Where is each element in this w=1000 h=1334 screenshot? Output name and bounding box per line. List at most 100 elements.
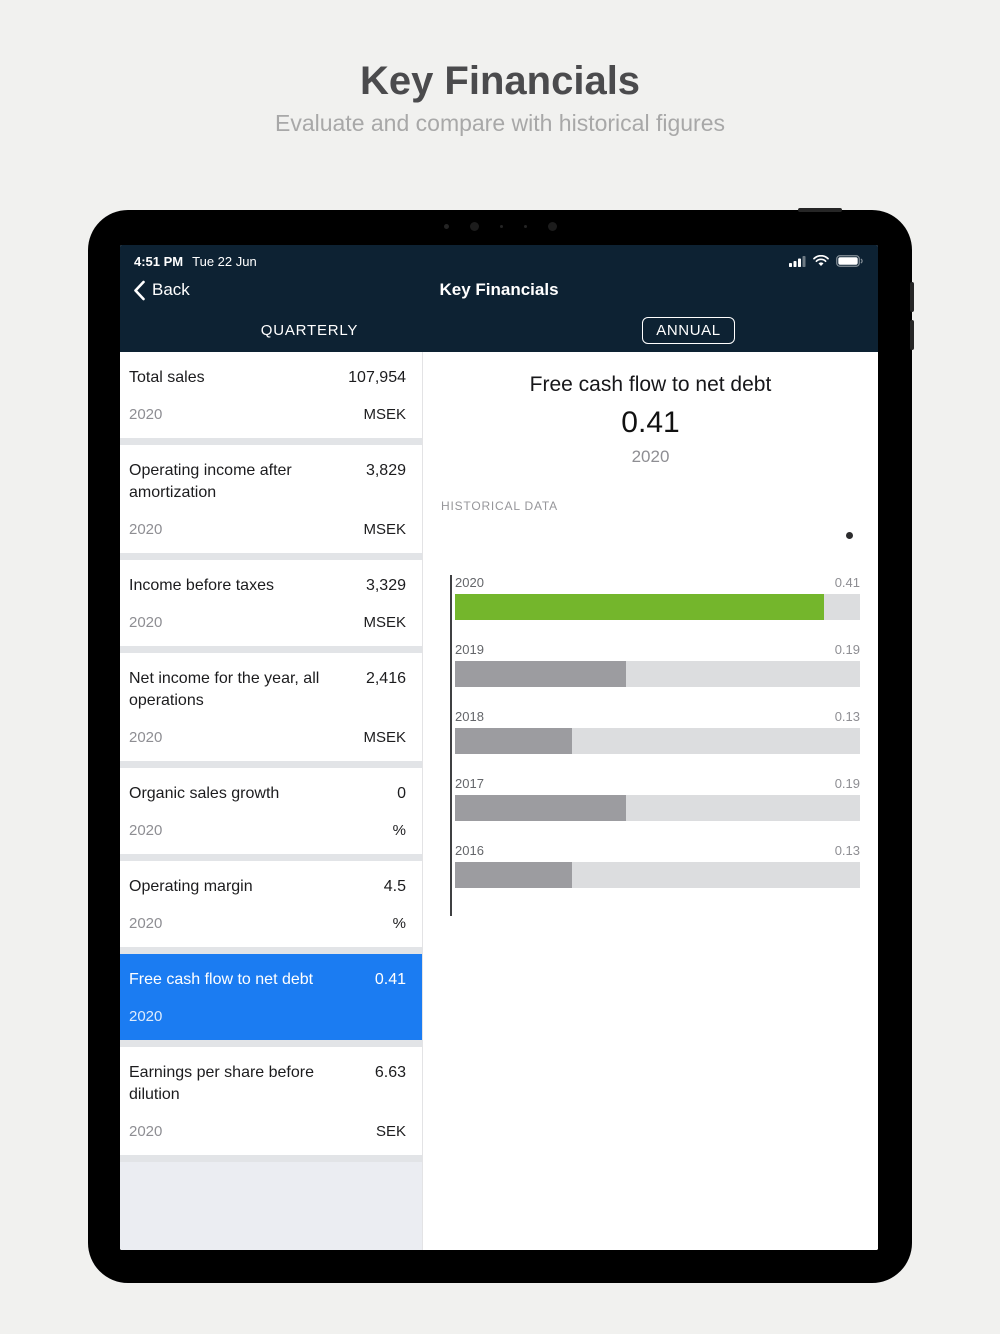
metric-year: 2020 [129, 521, 163, 538]
metric-row-bottom: 2020 MSEK [129, 405, 406, 425]
back-button[interactable]: Back [133, 280, 190, 301]
camera-lens-icon [547, 222, 557, 231]
metric-row-bottom: 2020 MSEK [129, 520, 406, 540]
detail-value: 0.41 [621, 406, 680, 439]
metric-value: 0 [397, 785, 406, 802]
chart-row-head: 2016 0.13 [455, 843, 860, 859]
metric-unit: % [392, 822, 406, 839]
metric-row-bottom: 2020 MSEK [129, 613, 406, 633]
camera-dot-icon [499, 225, 503, 228]
metric-card[interactable]: Free cash flow to net debt 0.41 2020 [120, 954, 422, 1040]
camera-dot-icon [443, 224, 449, 229]
metric-value: 2,416 [365, 670, 406, 687]
metric-unit: % [392, 915, 406, 932]
page-indicator-dot [846, 532, 853, 539]
chart-bar-fill [455, 661, 626, 687]
chart-row: 2020 0.41 [455, 575, 860, 620]
metric-row-top: Operating margin 4.5 [129, 876, 406, 898]
metric-value: 3,829 [365, 462, 406, 479]
chart-row-value: 0.13 [834, 843, 860, 858]
chart-row-value: 0.13 [834, 709, 860, 724]
metric-row-top: Operating income after amortization 3,82… [129, 460, 406, 504]
chart-row-head: 2017 0.19 [455, 776, 860, 792]
back-chevron-icon [134, 280, 145, 300]
chart-row: 2016 0.13 [455, 843, 860, 888]
chart-bar-fill [455, 862, 573, 888]
power-button [798, 208, 842, 212]
metric-year: 2020 [129, 822, 163, 839]
chart-bar-fill [455, 795, 626, 821]
metric-card[interactable]: Net income for the year, all operations … [120, 653, 422, 761]
metric-value: 4.5 [383, 878, 406, 895]
metric-unit: MSEK [363, 521, 406, 538]
chart-bar-track [455, 728, 860, 754]
status-date: Tue 22 Jun [192, 253, 257, 269]
historical-data-label: HISTORICAL DATA [441, 499, 558, 513]
chart-bar-track [455, 594, 860, 620]
cellular-signal-icon [789, 255, 806, 267]
partial-card[interactable] [120, 1162, 422, 1250]
camera-dot-icon [523, 225, 527, 228]
chart-row-value: 0.41 [834, 575, 860, 590]
camera-array [88, 222, 912, 231]
metric-year: 2020 [129, 1123, 163, 1140]
metric-title: Total sales [129, 369, 205, 386]
metric-year: 2020 [129, 1008, 163, 1025]
tab-quarterly[interactable]: QUARTERLY [120, 322, 499, 339]
metric-title: Income before taxes [129, 577, 274, 594]
page-subtitle: Evaluate and compare with historical fig… [274, 110, 725, 136]
chart-bar-fill [455, 594, 824, 620]
camera-lens-icon [469, 222, 479, 231]
metric-row-top: Organic sales growth 0 [129, 783, 406, 805]
detail-title: Free cash flow to net debt [529, 373, 772, 396]
chart-bar-track [455, 661, 860, 687]
app-header: 4:51 PM Tue 22 Jun [120, 245, 878, 352]
metric-row-bottom: 2020 [129, 1007, 406, 1027]
chart-row-year: 2016 [455, 843, 484, 858]
content-area: Total sales 107,954 2020 MSEK Operating … [120, 352, 878, 1250]
status-icons [789, 255, 863, 267]
metric-year: 2020 [129, 614, 163, 631]
detail-panel: Free cash flow to net debt 0.41 2020 HIS… [422, 352, 878, 1250]
battery-icon [836, 255, 863, 267]
chart-row: 2019 0.19 [455, 642, 860, 687]
chart-row-year: 2017 [455, 776, 484, 791]
metric-card[interactable]: Operating margin 4.5 2020 % [120, 861, 422, 947]
volume-down-button [910, 320, 914, 350]
metric-card[interactable]: Operating income after amortization 3,82… [120, 445, 422, 553]
chart-row: 2018 0.13 [455, 709, 860, 754]
page-title: Key Financials [359, 59, 641, 103]
chart-row-year: 2019 [455, 642, 484, 657]
metric-card[interactable]: Earnings per share before dilution 6.63 … [120, 1047, 422, 1155]
status-bar: 4:51 PM Tue 22 Jun [120, 245, 878, 269]
chart-row-head: 2018 0.13 [455, 709, 860, 725]
chart-row-year: 2018 [455, 709, 484, 724]
metric-card[interactable]: Organic sales growth 0 2020 % [120, 768, 422, 854]
tab-annual[interactable]: ANNUAL [499, 316, 878, 344]
metric-value: 107,954 [348, 369, 406, 386]
tab-annual-label: ANNUAL [642, 316, 735, 344]
volume-up-button [910, 282, 914, 312]
chart-bar-fill [455, 728, 573, 754]
chart-row-value: 0.19 [834, 776, 860, 791]
metric-row-top: Free cash flow to net debt 0.41 [129, 969, 406, 991]
nav-title: Key Financials [439, 280, 559, 299]
ipad-device-frame: 4:51 PM Tue 22 Jun [88, 208, 914, 1283]
metric-row-bottom: 2020 SEK [129, 1122, 406, 1142]
metric-unit: MSEK [363, 729, 406, 746]
app-screen: 4:51 PM Tue 22 Jun [120, 245, 878, 1250]
metric-year: 2020 [129, 729, 163, 746]
metrics-list: Total sales 107,954 2020 MSEK Operating … [120, 352, 422, 1250]
metric-row-bottom: 2020 MSEK [129, 728, 406, 748]
chart-row-head: 2020 0.41 [455, 575, 860, 591]
metric-unit: MSEK [363, 614, 406, 631]
metric-card[interactable]: Total sales 107,954 2020 MSEK [120, 352, 422, 438]
detail-year: 2020 [631, 447, 670, 466]
metric-title: Operating income after amortization [129, 462, 292, 501]
chart-row-value: 0.19 [834, 642, 860, 657]
metric-card[interactable]: Income before taxes 3,329 2020 MSEK [120, 560, 422, 646]
chart-row-year: 2020 [455, 575, 484, 590]
nav-bar: Back Key Financials [120, 272, 878, 308]
metric-row-top: Total sales 107,954 [129, 367, 406, 389]
chart-bar-track [455, 795, 860, 821]
